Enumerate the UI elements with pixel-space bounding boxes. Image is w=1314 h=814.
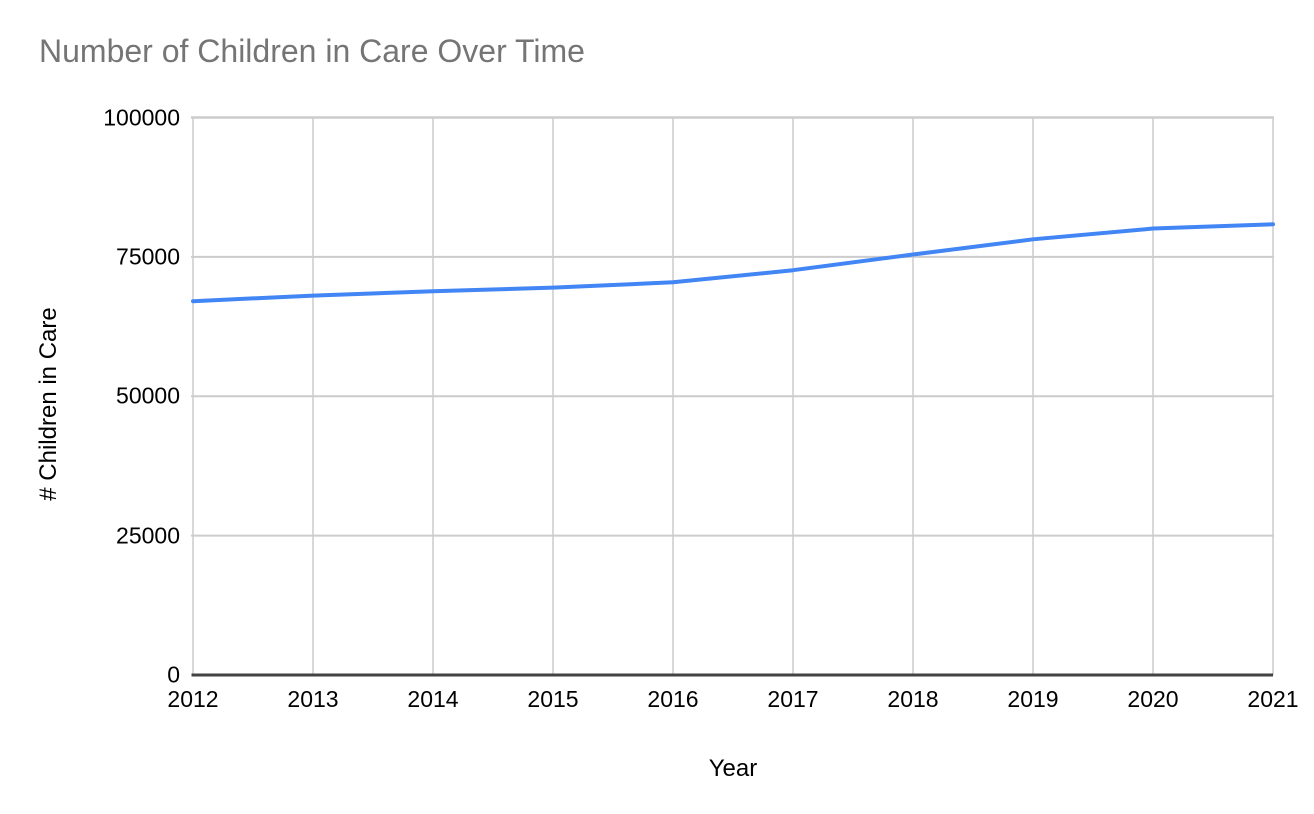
horizontal-gridlines <box>191 116 1274 537</box>
x-axis-title: Year <box>708 755 758 782</box>
x-tick-label: 2019 <box>1007 686 1059 712</box>
x-tick-label: 2014 <box>407 686 459 712</box>
x-tick-label: 2021 <box>1247 686 1299 712</box>
x-tick-label: 2016 <box>647 686 699 712</box>
x-tick-label: 2013 <box>287 686 339 712</box>
y-axis-title: # Children in Care <box>35 307 62 501</box>
y-tick-label: 0 <box>167 661 180 688</box>
series-line-children-in-care <box>191 222 1275 304</box>
x-tick-label: 2020 <box>1127 686 1179 712</box>
y-tick-label: 100000 <box>103 104 180 130</box>
x-tick-label: 2015 <box>527 686 579 712</box>
y-tick-label: 25000 <box>116 522 180 549</box>
y-tick-label: 50000 <box>116 382 180 409</box>
x-tick-label: 2018 <box>887 686 939 712</box>
x-tick-label: 2017 <box>767 686 819 712</box>
x-tick-label: 2012 <box>167 686 219 712</box>
chart-title: Number of Children in Care Over Time <box>39 33 585 69</box>
y-tick-label: 75000 <box>116 243 180 270</box>
